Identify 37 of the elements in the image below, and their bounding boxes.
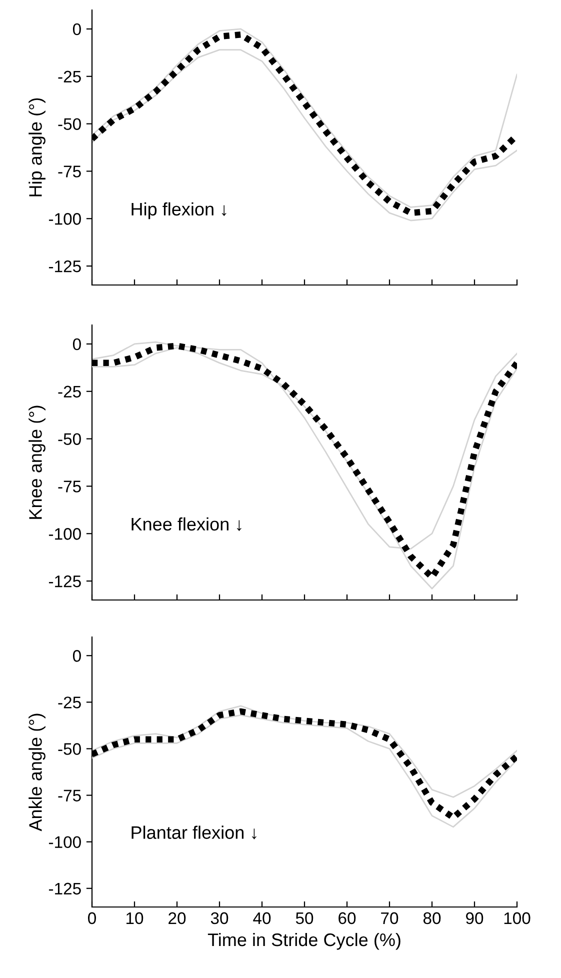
x-tick-label: 50 [296, 912, 314, 924]
y-tick-label: -100 [48, 836, 81, 848]
y-tick-label: -25 [58, 70, 81, 83]
y-axis-title: Knee angle (°) [28, 406, 46, 519]
y-axis-title: Hip angle (°) [28, 98, 46, 196]
x-tick-label: 30 [210, 912, 228, 924]
y-tick-label: -125 [48, 260, 81, 272]
y-tick-label: -50 [58, 743, 81, 755]
y-tick-label: -75 [58, 166, 81, 178]
y-tick-label: -50 [58, 433, 81, 445]
y-tick-label: 0 [72, 650, 81, 662]
y-tick-label: -100 [48, 528, 81, 540]
y-axis-title: Ankle angle (°) [28, 714, 46, 832]
x-axis-title: Time in Stride Cycle (%) [208, 932, 400, 950]
y-tick-label: -25 [58, 386, 81, 398]
x-tick-label: 60 [338, 912, 356, 924]
x-tick-label: 90 [466, 912, 484, 924]
x-tick-label: 0 [88, 912, 96, 924]
x-tick-label: 100 [504, 912, 530, 924]
x-tick-label: 40 [253, 912, 271, 924]
annotation: Knee flexion ↓ [132, 517, 242, 531]
y-tick-label: -125 [48, 882, 81, 895]
y-tick-label: -125 [48, 575, 81, 588]
x-tick-label: 10 [126, 912, 144, 924]
y-tick-label: -25 [58, 696, 81, 708]
x-tick-label: 70 [381, 912, 398, 924]
annotation: Plantar flexion ↓ [132, 826, 256, 840]
annotation: Hip flexion ↓ [132, 202, 226, 220]
x-tick-label: 20 [168, 912, 186, 924]
y-tick-label: 0 [72, 338, 81, 350]
x-tick-label: 80 [423, 912, 441, 924]
y-tick-label: -75 [58, 480, 81, 492]
y-tick-label: 0 [72, 23, 81, 36]
y-tick-label: -100 [48, 213, 81, 225]
y-tick-label: -75 [58, 790, 81, 802]
y-tick-label: -50 [58, 118, 81, 130]
line-series [92, 705, 517, 798]
